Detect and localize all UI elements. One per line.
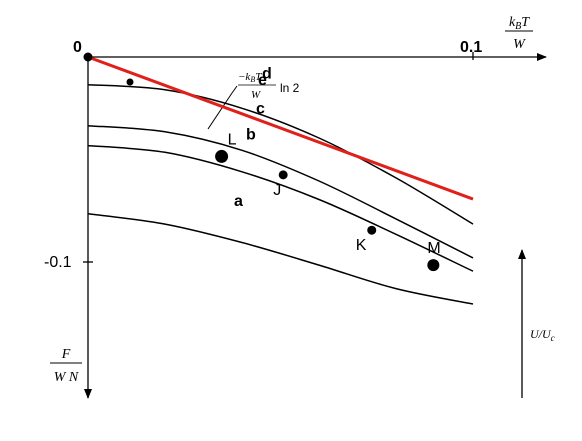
series-line-c (87, 124, 474, 259)
y-axis-label-denominator: W N (54, 370, 79, 385)
annotation-pointer (207, 92, 233, 130)
point-label-J: J (273, 182, 281, 199)
series-label-d: d (262, 66, 272, 83)
point-L (215, 149, 229, 163)
x-axis-label-numerator: kBT (509, 15, 530, 32)
series-line-a (87, 213, 474, 305)
origin-dot (83, 52, 93, 62)
series-label-a: a (234, 193, 243, 210)
intersection-dot (126, 78, 134, 86)
series-label-e: e (258, 72, 267, 89)
annotation-denominator: W (251, 89, 261, 101)
annotation-pointer-tail (231, 85, 238, 94)
series-label-c: c (256, 101, 265, 118)
point-J (278, 170, 288, 180)
tick-label-y: -0.1 (44, 254, 72, 271)
curves (87, 83, 474, 305)
series-line-e (87, 55, 474, 201)
point-label-L: L (228, 131, 237, 148)
point-label-K: K (356, 237, 367, 254)
series-line-b (87, 144, 474, 272)
tick-label-origin: 0 (73, 39, 82, 56)
point-K (367, 225, 377, 235)
u-label: U/Uc (530, 327, 555, 343)
tick-label-x: 0.1 (460, 39, 482, 56)
x-axis-label-denominator: W (513, 37, 526, 52)
y-axis-label-numerator: F (61, 347, 71, 362)
points: L J K M (83, 52, 441, 272)
red-line-group (87, 55, 474, 201)
curve-labels: a bc de (234, 66, 272, 210)
series-label-b: b (246, 127, 256, 144)
annotation-ln2: ln 2 (280, 81, 300, 95)
annotation-numerator: −kBT (238, 71, 262, 84)
series-line-d (87, 83, 474, 225)
point-M (427, 259, 440, 272)
point-label-M: M (427, 240, 440, 257)
